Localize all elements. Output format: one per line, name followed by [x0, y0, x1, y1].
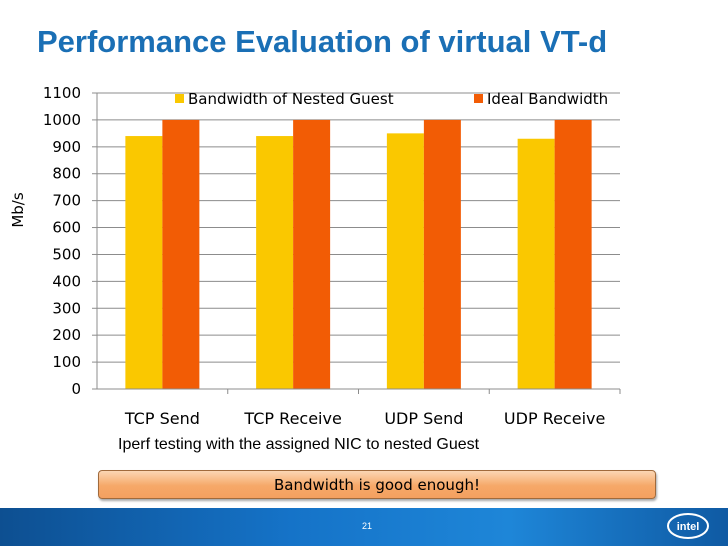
bar-nested-guest-udp-send	[386, 133, 424, 389]
callout-box: Bandwidth is good enough!	[98, 470, 656, 499]
slide-title: Performance Evaluation of virtual VT-d	[37, 24, 608, 59]
legend-label: Bandwidth of Nested Guest	[188, 90, 394, 108]
x-tick-label: TCP Receive	[243, 409, 341, 428]
bar-nested-guest-udp-receive	[517, 138, 555, 389]
y-tick-label: 300	[52, 299, 81, 317]
bar-chart: 0 100 200 300 400 500 600 700 800 900 1000 1100 TCP …	[9, 84, 621, 428]
x-tick-label: TCP Send	[124, 409, 200, 428]
bar-nested-guest-tcp-receive	[256, 136, 294, 389]
bar-nested-guest-tcp-send	[125, 136, 163, 389]
bar-ideal-udp-receive	[554, 119, 592, 389]
bar-ideal-udp-send	[423, 119, 461, 389]
y-tick-label: 100	[52, 353, 81, 371]
y-tick-label: 500	[52, 245, 81, 263]
svg-text:intel: intel	[677, 521, 700, 533]
bars	[125, 119, 592, 389]
y-tick-label: 800	[52, 165, 81, 183]
bar-ideal-tcp-receive	[293, 119, 331, 389]
legend-swatch	[474, 94, 483, 103]
y-tick-label: 900	[52, 138, 81, 156]
footer-bar: 21 intel	[0, 508, 728, 546]
callout-text: Bandwidth is good enough!	[273, 475, 480, 494]
x-tick-label: UDP Receive	[504, 409, 605, 428]
axes	[92, 92, 621, 394]
x-tick-label: UDP Send	[384, 409, 463, 428]
y-tick-label: 600	[52, 219, 81, 237]
y-tick-label: 400	[52, 272, 81, 290]
tick-labels: 0 100 200 300 400 500 600 700 800 900 1000 1100 TCP …	[9, 84, 605, 428]
bar-ideal-tcp-send	[162, 119, 200, 389]
legend-label: Ideal Bandwidth	[487, 90, 608, 108]
y-tick-label: 0	[71, 380, 81, 398]
y-tick-label: 700	[52, 192, 81, 210]
intel-logo: intel	[667, 513, 709, 539]
page-number: 21	[361, 521, 372, 531]
legend: Bandwidth of Nested Guest Ideal Bandwidth	[175, 90, 608, 108]
legend-swatch	[175, 94, 184, 103]
y-axis-label: Mb/s	[9, 192, 27, 228]
chart-subcaption: Iperf testing with the assigned NIC to n…	[118, 436, 480, 453]
y-tick-label: 1000	[43, 111, 81, 129]
y-tick-label: 200	[52, 326, 81, 344]
y-tick-label: 1100	[43, 84, 81, 102]
